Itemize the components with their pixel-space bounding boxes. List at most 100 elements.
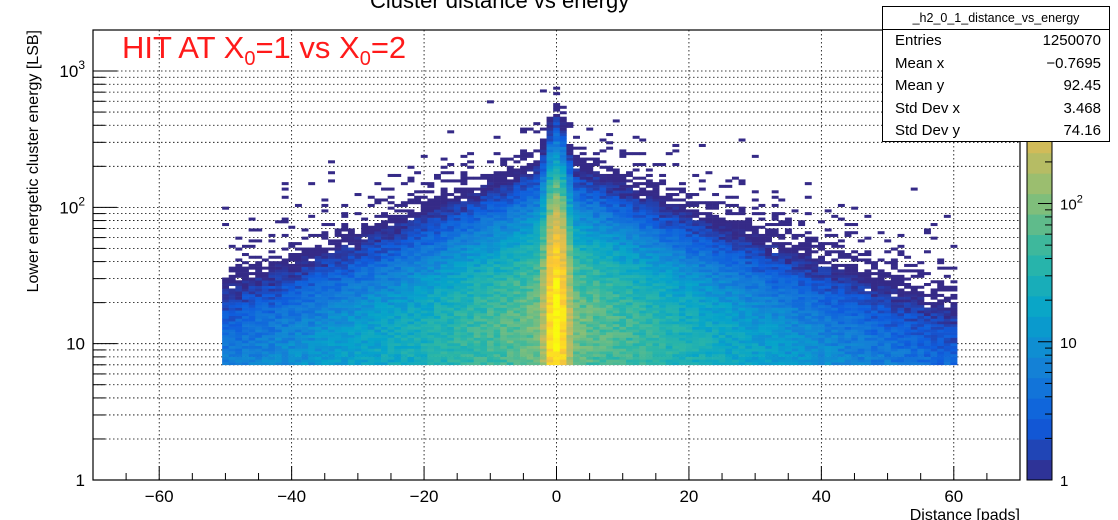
heatmap-cell — [725, 288, 733, 292]
heatmap-cell — [467, 231, 475, 235]
heatmap-cell — [553, 255, 561, 259]
heatmap-cell — [400, 285, 408, 289]
heatmap-cell — [314, 342, 322, 347]
heatmap-cell — [374, 261, 382, 265]
heatmap-cell — [599, 362, 607, 366]
heatmap-cell — [275, 304, 283, 308]
heatmap-cell — [427, 225, 435, 229]
heatmap-cell — [579, 285, 587, 289]
heatmap-cell — [632, 255, 640, 259]
heatmap-cell — [639, 315, 647, 319]
heatmap-cell — [493, 220, 501, 224]
heatmap-cell — [241, 342, 249, 347]
heatmap-cell — [533, 326, 541, 330]
heatmap-cell — [334, 337, 342, 341]
heatmap-cell — [228, 348, 236, 352]
heatmap-cell — [467, 244, 475, 248]
heatmap-cell — [328, 280, 335, 284]
heatmap-cell — [659, 163, 667, 167]
heatmap-cell — [533, 122, 541, 126]
heatmap-cell — [645, 195, 653, 199]
heatmap-cell — [645, 209, 653, 213]
heatmap-cell — [539, 187, 547, 191]
heatmap-cell — [539, 247, 547, 251]
heatmap-cell — [520, 342, 528, 347]
heatmap-cell — [645, 288, 653, 292]
heatmap-cell — [705, 285, 713, 289]
heatmap-cell — [321, 356, 329, 360]
heatmap-cell — [294, 283, 302, 287]
heatmap-cell — [599, 206, 607, 210]
heatmap-cell — [440, 304, 448, 308]
heatmap-cell — [539, 272, 547, 276]
heatmap-cell — [248, 307, 256, 311]
heatmap-cell — [626, 231, 633, 235]
heatmap-cell — [486, 247, 494, 251]
heatmap-cell — [314, 274, 322, 278]
heatmap-cell — [241, 277, 249, 281]
heatmap-cell — [718, 228, 726, 232]
heatmap-cell — [678, 299, 686, 303]
heatmap-cell — [288, 244, 296, 248]
heatmap-cell — [619, 351, 627, 355]
heatmap-cell — [718, 362, 726, 366]
heatmap-cell — [400, 250, 408, 254]
heatmap-cell — [467, 293, 475, 297]
heatmap-cell — [718, 277, 726, 281]
heatmap-cell — [381, 253, 388, 257]
heatmap-cell — [261, 277, 269, 281]
heatmap-cell — [546, 193, 554, 197]
heatmap-cell — [566, 296, 574, 300]
heatmap-cell — [712, 332, 720, 336]
heatmap-cell — [440, 233, 448, 237]
heatmap-cell — [420, 299, 428, 303]
heatmap-cell — [513, 323, 521, 327]
heatmap-cell — [573, 201, 580, 205]
heatmap-cell — [427, 315, 435, 319]
heatmap-cell — [592, 250, 600, 254]
heatmap-cell — [566, 283, 574, 287]
heatmap-cell — [447, 334, 455, 338]
heatmap-cell — [559, 130, 567, 134]
heatmap-cell — [500, 334, 508, 338]
heatmap-cell — [294, 362, 302, 366]
heatmap-cell — [427, 302, 435, 306]
heatmap-cell — [632, 321, 640, 325]
heatmap-cell — [500, 340, 508, 344]
heatmap-cell — [301, 362, 309, 366]
heatmap-cell — [281, 315, 289, 319]
heatmap-cell — [698, 266, 706, 270]
heatmap-cell — [506, 165, 514, 169]
heatmap-cell — [599, 187, 607, 191]
heatmap-cell — [539, 163, 547, 167]
heatmap-cell — [281, 293, 289, 297]
heatmap-cell — [493, 176, 501, 180]
heatmap-cell — [506, 253, 514, 257]
heatmap-cell — [500, 244, 508, 248]
heatmap-cell — [400, 345, 408, 349]
heatmap-cell — [533, 310, 541, 314]
heatmap-cell — [619, 225, 627, 229]
heatmap-cell — [705, 263, 713, 267]
heatmap-cell — [420, 323, 428, 327]
heatmap-cell — [400, 353, 408, 357]
heatmap-cell — [718, 326, 726, 330]
heatmap-cell — [665, 310, 673, 314]
heatmap-cell — [241, 318, 249, 322]
heatmap-cell — [586, 288, 594, 292]
heatmap-cell — [500, 212, 508, 216]
heatmap-cell — [281, 321, 289, 325]
heatmap-cell — [520, 332, 528, 336]
heatmap-cell — [626, 304, 633, 308]
heatmap-cell — [381, 345, 388, 349]
heatmap-cell — [281, 359, 289, 363]
heatmap-cell — [347, 288, 355, 292]
heatmap-cell — [281, 263, 289, 267]
heatmap-cell — [394, 293, 402, 297]
heatmap-cell — [566, 242, 574, 246]
heatmap-cell — [440, 193, 448, 197]
heatmap-cell — [367, 231, 375, 235]
heatmap-cell — [592, 272, 600, 276]
heatmap-cell — [447, 296, 455, 300]
heatmap-cell — [506, 190, 514, 194]
